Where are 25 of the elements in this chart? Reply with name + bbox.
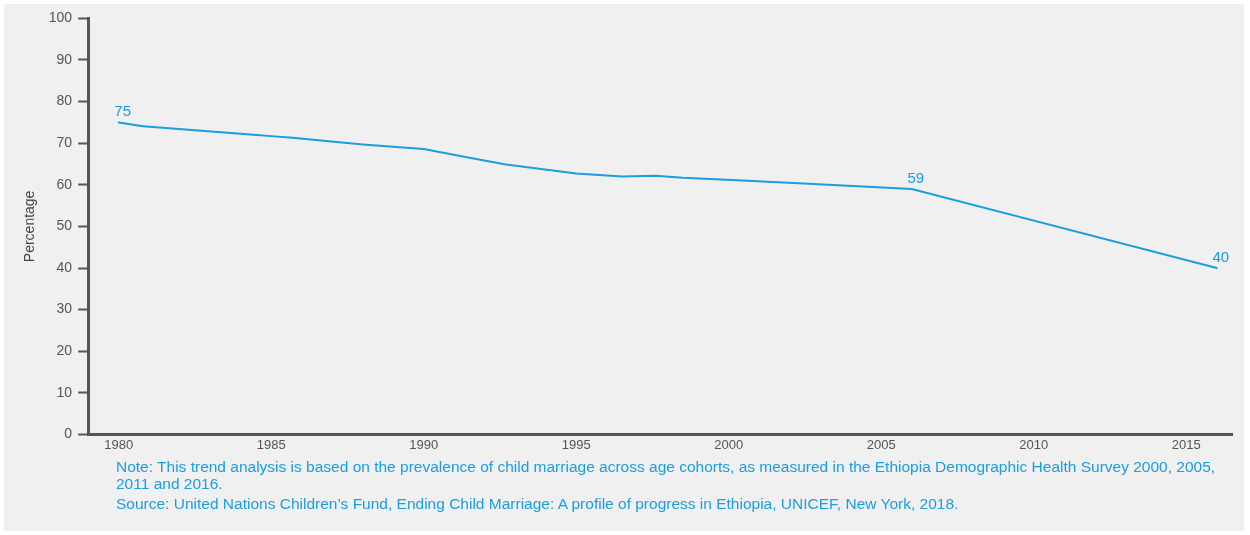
y-tick-label: 40	[56, 258, 73, 275]
x-tick-label: 2000	[714, 436, 744, 452]
y-tick-label: 50	[56, 217, 73, 234]
annotation: 75	[114, 102, 131, 120]
y-tick-label: 60	[56, 175, 73, 192]
y-tick-label: 90	[56, 50, 73, 67]
annotation: 40	[1212, 247, 1230, 265]
y-axis-title: Percentage	[21, 190, 38, 263]
text: Note: This trend analysis is based on the prevalence of child marriage across age cohorts, as measured in the Ethiopia Demographic Health Survey 2000, 2005, 2011 and 2016.	[116, 458, 1217, 492]
x-tick-label: 2010	[1019, 436, 1049, 452]
y-tick-label: 100	[48, 9, 73, 26]
x-tick-label: 2015	[1171, 436, 1201, 452]
y-tick-label: 30	[56, 300, 73, 317]
y-tick-label: 70	[56, 134, 73, 151]
y-tick-label: 20	[56, 342, 73, 359]
x-tick-label: 1990	[409, 436, 439, 452]
source-note: Source: United Nations Children’s Fund, Ending Child Marriage: A profile of progress in Ethiopia, UNICEF, New York, 2018.	[116, 495, 960, 512]
x-tick-label: 2005	[866, 436, 896, 452]
y-tick-label: 10	[56, 383, 73, 400]
y-tick-label: 0	[64, 425, 73, 442]
annotation: 59	[907, 168, 925, 186]
x-tick-label: 1995	[561, 436, 591, 452]
y-tick-label: 80	[56, 92, 73, 109]
x-tick-label: 1980	[104, 436, 134, 452]
x-tick-label: 1985	[256, 436, 286, 452]
